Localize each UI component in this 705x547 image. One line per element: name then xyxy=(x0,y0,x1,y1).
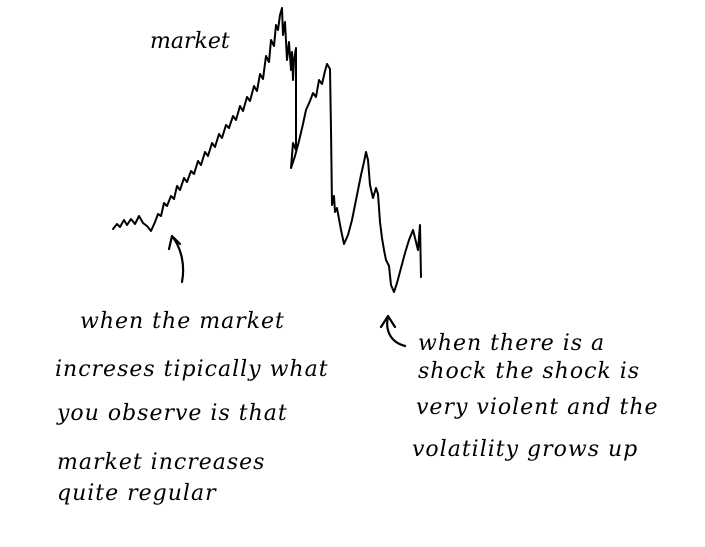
left-note-line: when the market xyxy=(80,309,285,334)
left-note-line: increses tipically what xyxy=(55,357,329,382)
right-note-line: volatility grows up xyxy=(412,437,638,462)
right-note-line: when there is a xyxy=(418,331,605,356)
market-price-line xyxy=(112,7,422,293)
right-note-line: shock the shock is xyxy=(418,359,640,384)
left-note: when the market increses tipically what … xyxy=(55,309,329,506)
curved-up-arrow-icon xyxy=(167,234,185,284)
market-label: market xyxy=(150,29,230,54)
left-note-line: market increases xyxy=(57,450,265,475)
hook-up-arrow-icon xyxy=(379,314,407,348)
right-note: when there is a shock the shock is very … xyxy=(412,331,659,462)
right-note-line: very violent and the xyxy=(416,395,659,420)
left-note-line: quite regular xyxy=(57,481,217,506)
left-note-line: you observe is that xyxy=(56,401,288,426)
